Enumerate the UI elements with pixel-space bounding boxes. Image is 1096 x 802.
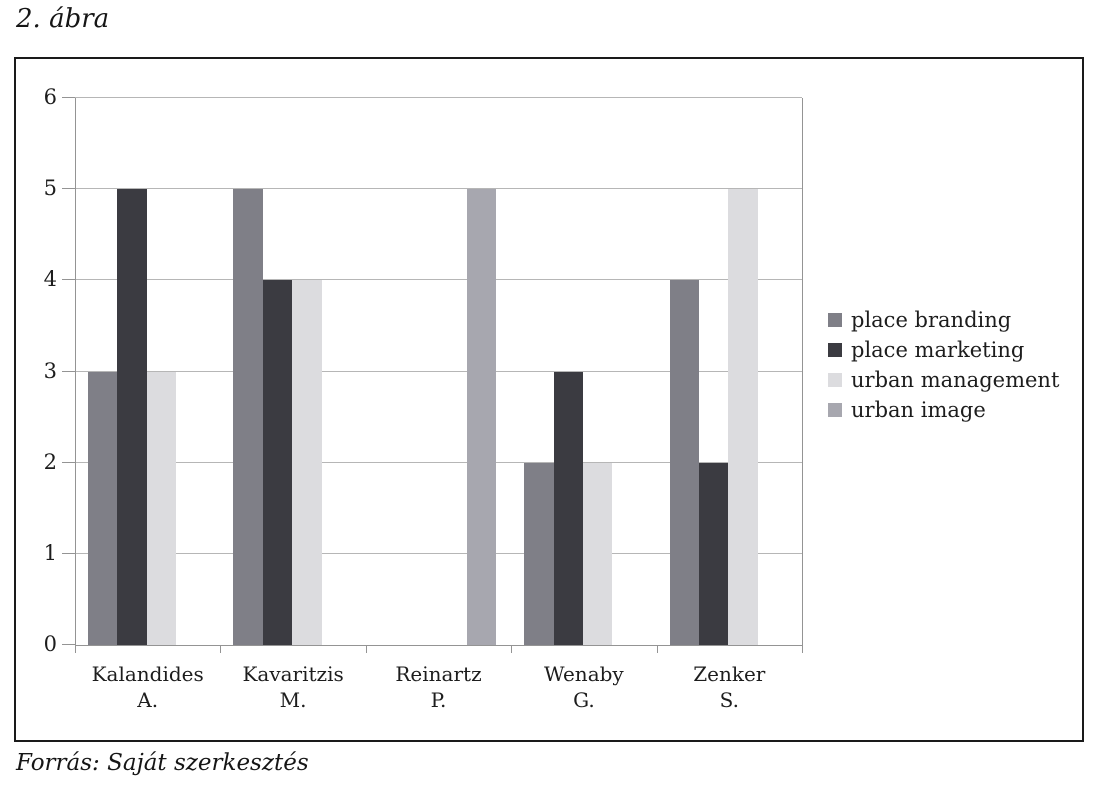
y-tick-label: 3 [43, 358, 57, 383]
y-axis-tick [62, 644, 75, 645]
x-axis-tick [365, 646, 367, 653]
legend-label: place branding [851, 308, 1012, 332]
chart-frame: 0 1 2 3 4 5 6 Kalandides A. Kavaritzis M. Reinartz P… [14, 57, 1084, 742]
bar [117, 189, 147, 645]
bar [262, 280, 293, 645]
y-axis-tick [62, 188, 75, 190]
legend-label: urban management [851, 368, 1060, 392]
x-category-label-line: Wenaby [544, 662, 624, 686]
y-axis-tick [62, 552, 75, 554]
x-category-label-line: Zenker [693, 662, 766, 686]
legend-label: place marketing [851, 338, 1025, 362]
bar [233, 189, 263, 645]
x-category-label: Wenaby G. [499, 661, 669, 713]
figure-title: 2. ábra [16, 4, 110, 34]
y-gridline [75, 370, 802, 372]
x-category-label-line: Kalandides [91, 662, 204, 686]
y-gridline [75, 552, 802, 554]
legend-color-swatch [828, 343, 842, 357]
x-category-label: Kavaritzis M. [208, 661, 378, 713]
y-gridline [75, 97, 802, 98]
y-axis-tick [62, 370, 75, 372]
x-category-label-line: A. [137, 688, 159, 712]
y-tick-label: 6 [43, 85, 57, 109]
y-axis [75, 98, 76, 646]
source-caption: Forrás: Saját szerkesztés [16, 750, 309, 776]
legend-item: place marketing [828, 338, 1059, 362]
bar [699, 462, 729, 645]
y-tick-label: 0 [43, 632, 57, 656]
bar [553, 371, 584, 645]
bar [669, 280, 700, 645]
legend-color-swatch [828, 403, 842, 417]
x-category-label-line: Reinartz [395, 662, 482, 686]
y-gridline [75, 188, 802, 190]
x-axis-tick [656, 646, 658, 653]
x-category-label-line: P. [430, 688, 447, 712]
y-gridline [75, 279, 802, 281]
legend-color-swatch [828, 373, 842, 387]
x-category-label-line: G. [573, 688, 595, 712]
x-category-label-line: S. [719, 688, 739, 712]
x-axis [75, 645, 803, 646]
legend-item: urban image [828, 398, 1059, 422]
y-axis-tick [62, 97, 75, 98]
x-axis-tick [220, 646, 222, 653]
x-category-label-line: Kavaritzis [242, 662, 344, 686]
x-category-label: Kalandides A. [63, 661, 233, 713]
legend-label: urban image [851, 398, 986, 422]
plot-area: 0 1 2 3 4 5 6 Kalandides A. Kavaritzis M. Reinartz P… [16, 59, 1082, 740]
bar [728, 189, 758, 645]
legend-item: place branding [828, 308, 1059, 332]
plot-right-border [802, 98, 803, 646]
bar [88, 371, 118, 645]
bar [583, 462, 613, 645]
legend-color-swatch [828, 313, 842, 327]
y-tick-label: 4 [43, 267, 57, 292]
y-tick-label: 5 [43, 176, 57, 201]
bar [292, 280, 322, 645]
x-axis-tick [75, 646, 76, 653]
bar [466, 189, 497, 645]
y-tick-label: 2 [43, 449, 57, 474]
bar [524, 462, 554, 645]
bar [146, 371, 177, 645]
x-category-label: Zenker S. [644, 661, 814, 713]
x-category-label: Reinartz P. [354, 661, 524, 713]
x-axis-tick [802, 646, 803, 653]
y-gridline [75, 461, 802, 463]
y-axis-tick [62, 279, 75, 281]
x-category-label-line: M. [279, 688, 307, 712]
legend-item: urban management [828, 368, 1060, 392]
x-axis-tick [511, 646, 513, 653]
y-axis-tick [62, 461, 75, 463]
legend: place branding place marketing urban manag… [828, 308, 1060, 429]
y-tick-label: 1 [43, 540, 57, 565]
